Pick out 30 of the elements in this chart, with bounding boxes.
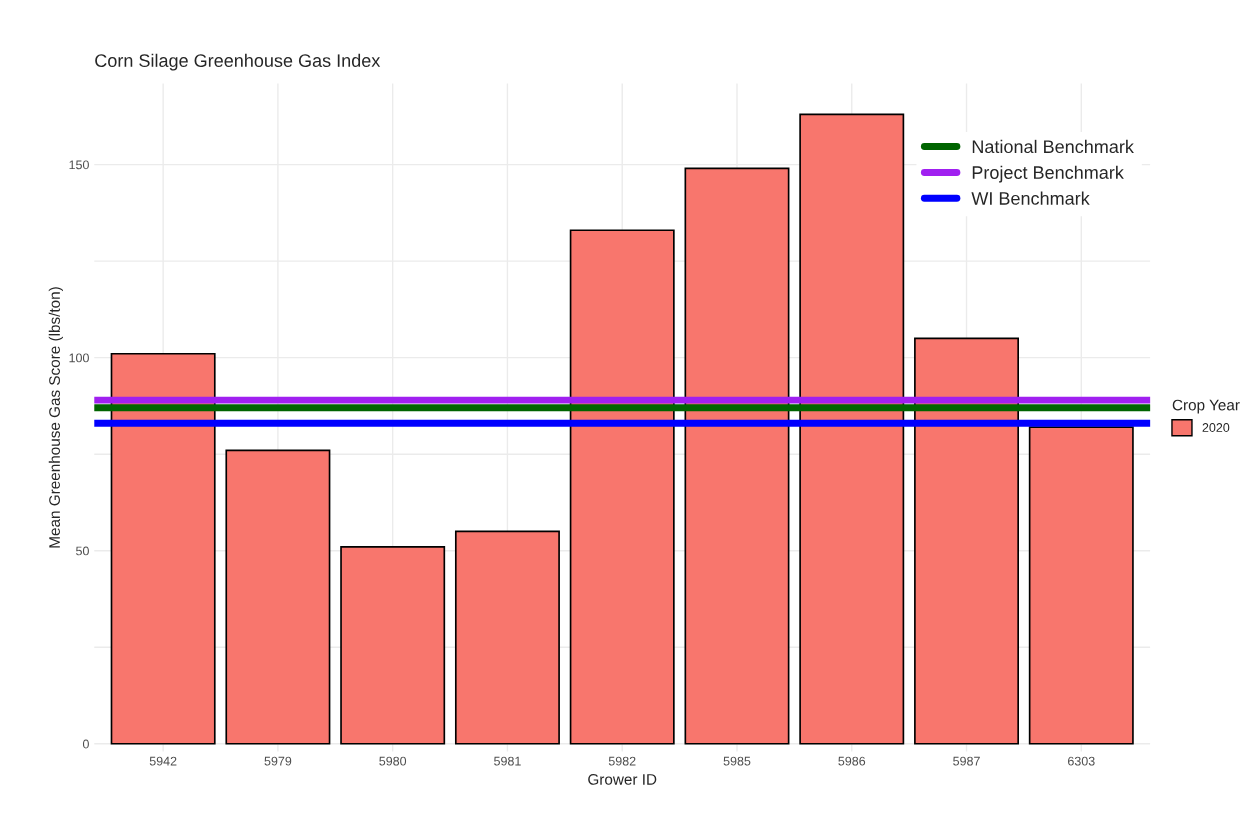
x-tick-label: 5980: [379, 756, 407, 766]
legend-label: WI Benchmark: [971, 191, 1090, 205]
legend-label: Project Benchmark: [972, 165, 1124, 183]
x-tick-label: 5987: [953, 756, 980, 766]
bar: [569, 229, 675, 745]
y-tick-label: 100: [69, 353, 89, 363]
x-tick-label: 5985: [723, 756, 751, 766]
x-tick-label: 6303: [1068, 756, 1095, 766]
x-tick-label: 5982: [608, 756, 636, 766]
y-tick-label: 50: [76, 546, 89, 556]
chart-title: Corn Silage Greenhouse Gas Index: [95, 53, 381, 71]
bar: [799, 113, 905, 745]
legend-label: 2020: [1202, 423, 1230, 432]
bar: [454, 530, 560, 745]
bar: [684, 167, 790, 745]
x-tick-label: 5981: [494, 756, 521, 766]
x-axis-title: Grower ID: [588, 773, 657, 785]
x-tick-label: 5986: [838, 756, 866, 766]
bar: [340, 546, 446, 745]
legend-label: National Benchmark: [972, 139, 1134, 154]
bar: [225, 449, 331, 745]
bar: [110, 352, 216, 745]
bar: [914, 337, 1020, 745]
bar: [1028, 426, 1134, 745]
legend-title: Crop Year: [1172, 399, 1240, 414]
x-tick-label: 5942: [149, 756, 177, 766]
x-tick-label: 5979: [264, 756, 292, 766]
y-axis-title: Mean Greenhouse Gas Score (lbs/ton): [48, 287, 63, 548]
y-tick-label: 0: [82, 739, 89, 749]
y-tick-label: 150: [69, 160, 89, 170]
